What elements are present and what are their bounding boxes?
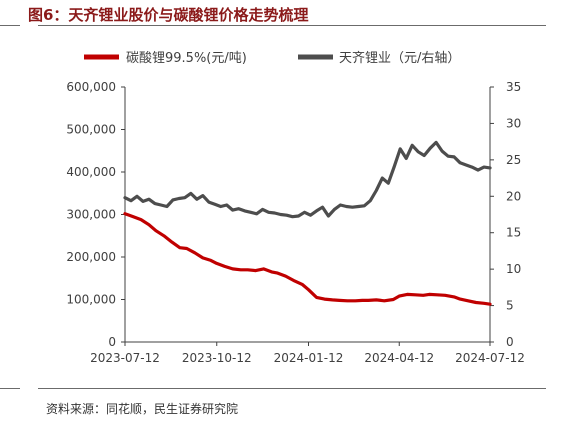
y-left-tick-label: 200,000 [66,250,116,264]
series-line-lithium-carbonate [123,212,492,306]
x-tick-label: 2024-07-12 [455,351,525,365]
y-left-tick-label: 300,000 [66,208,116,222]
y-right-tick-label: 30 [506,116,521,130]
legend-label-lithium-carbonate: 碳酸锂99.5%(元/吨) [126,51,247,66]
source-note: 资料来源：同花顺，民生证券研究院 [46,402,239,416]
legend-label-tianqi: 天齐锂业（元/右轴） [339,50,460,66]
y-right-tick-label: 20 [506,189,521,203]
x-tick-label: 2024-04-12 [364,351,434,365]
y-left-tick-label: 400,000 [66,165,116,179]
footer-rule-left [0,388,20,389]
y-left-tick-label: 500,000 [66,123,116,137]
legend: 碳酸锂99.5%(元/吨) 天齐锂业（元/右轴） [84,50,460,66]
y-right-tick-label: 5 [506,299,514,313]
y-right-tick-label: 15 [506,226,521,240]
ticks: 0 100,000 200,000 300,000 400,000 500,000 600,… [66,80,525,365]
y-left-tick-label: 0 [108,335,116,349]
y-left-tick-label: 600,000 [66,80,116,94]
y-right-tick-label: 0 [506,335,514,349]
series [123,140,492,306]
x-tick-label: 2023-07-12 [90,351,160,365]
series-line-tianqi [123,140,492,219]
y-left-tick-label: 100,000 [66,293,116,307]
x-tick-label: 2023-10-12 [182,351,252,365]
title-rule-left [0,25,20,26]
x-tick-label: 2024-01-12 [274,351,344,365]
y-right-tick-label: 35 [506,80,521,94]
y-right-tick-label: 10 [506,262,521,276]
title-rule-right [38,25,546,26]
chart-title: 图6：天齐锂业股价与碳酸锂价格走势梳理 [28,6,309,24]
footer-rule-right [38,388,546,389]
y-right-tick-label: 25 [506,153,521,167]
